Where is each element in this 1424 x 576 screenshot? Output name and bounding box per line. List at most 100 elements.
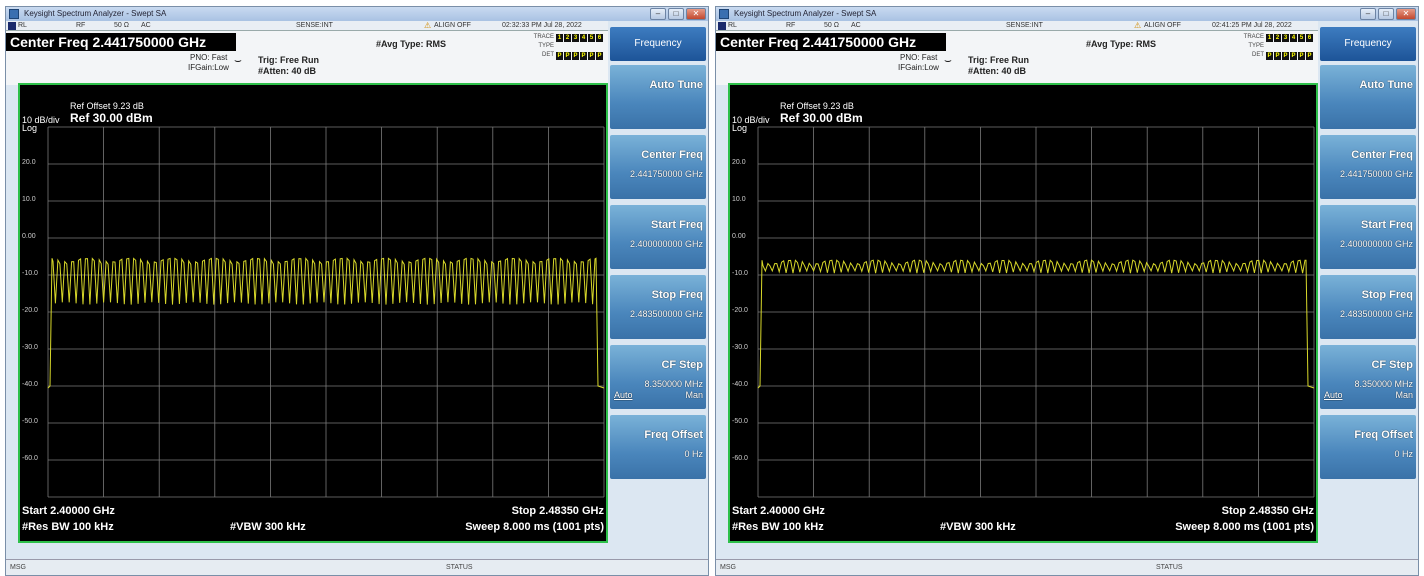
- timestamp: 02:41:25 PM Jul 28, 2022: [1212, 22, 1292, 29]
- impedance-label: 50 Ω: [114, 22, 129, 29]
- trace-label: TRACE: [1243, 34, 1264, 40]
- analyzer-window: Keysight Spectrum Analyzer - Swept SA – □ ✕…: [5, 6, 709, 576]
- pno-label: PNO: Fast: [900, 53, 938, 62]
- ref-offset-label: Ref Offset 9.23 dB: [70, 101, 144, 111]
- softkey-auto-tune[interactable]: Auto Tune: [610, 65, 706, 129]
- det-cell: P: [556, 52, 563, 60]
- stop-freq-label: Stop 2.48350 GHz: [511, 505, 604, 517]
- y-tick-label: -40.0: [732, 381, 748, 388]
- softkey-value: 2.441750000 GHz: [629, 169, 703, 179]
- msg-label: MSG: [720, 564, 736, 571]
- ref-level-label: Ref 30.00 dBm: [780, 111, 863, 125]
- trace-cell: 2: [564, 34, 571, 42]
- rf-label: RF: [786, 22, 796, 29]
- ac-label: AC: [851, 22, 861, 29]
- softkey-label: Stop Freq: [1361, 289, 1413, 301]
- trace-graph: [47, 126, 605, 498]
- softkey-label: Freq Offset: [644, 429, 703, 441]
- scale-label: 10 dB/div: [22, 115, 60, 125]
- y-tick-label: -60.0: [22, 455, 38, 462]
- message-status-bar: MSG STATUS: [716, 559, 1418, 575]
- y-tick-label: -10.0: [732, 270, 748, 277]
- align-label: ALIGN OFF: [1144, 22, 1181, 29]
- trace-cell: 1: [1266, 34, 1273, 42]
- y-tick-label: -30.0: [732, 344, 748, 351]
- det-cell: P: [1298, 52, 1305, 60]
- softkey-label: Center Freq: [641, 149, 703, 161]
- type-label: TYPE: [538, 43, 554, 49]
- softkey-value: 2.400000000 GHz: [629, 239, 703, 249]
- start-freq-label: Start 2.40000 GHz: [22, 505, 115, 517]
- softkey-freq-offset[interactable]: Freq Offset 0 Hz: [610, 415, 706, 479]
- rbw-label: #Res BW 100 kHz: [22, 521, 114, 533]
- close-button[interactable]: ✕: [686, 8, 706, 20]
- softkey-start-freq[interactable]: Start Freq 2.400000000 GHz: [610, 205, 706, 269]
- y-tick-label: -10.0: [22, 270, 38, 277]
- y-tick-label: 10.0: [732, 196, 746, 203]
- man-option[interactable]: Man: [1395, 390, 1413, 400]
- softkey-value: 2.483500000 GHz: [629, 309, 703, 319]
- app-icon: [719, 9, 729, 19]
- warning-icon: ⚠: [1134, 21, 1142, 30]
- maximize-button[interactable]: □: [668, 8, 684, 20]
- close-button[interactable]: ✕: [1396, 8, 1416, 20]
- trace-cell: 3: [1282, 34, 1289, 42]
- y-tick-label: 0.00: [732, 233, 746, 240]
- det-label: DET: [542, 52, 554, 58]
- trace-cell: 5: [1298, 34, 1305, 42]
- softkey-value: 2.483500000 GHz: [1339, 309, 1413, 319]
- rbw-label: #Res BW 100 kHz: [732, 521, 824, 533]
- stop-freq-label: Stop 2.48350 GHz: [1221, 505, 1314, 517]
- center-freq-title: Center Freq 2.441750000 GHz: [6, 33, 236, 51]
- spectrum-plot: Ref Offset 9.23 dB 10 dB/div Ref 30.00 dBm…: [18, 83, 608, 543]
- warning-icon: ⚠: [424, 21, 432, 30]
- pno-label: PNO: Fast: [190, 53, 228, 62]
- softkey-auto-tune[interactable]: Auto Tune: [1320, 65, 1416, 129]
- status-label: STATUS: [446, 564, 473, 571]
- det-cell: P: [1306, 52, 1313, 60]
- minimize-button[interactable]: –: [1360, 8, 1376, 20]
- spectrum-trace: [757, 259, 1315, 389]
- man-option[interactable]: Man: [685, 390, 703, 400]
- softkey-center-freq[interactable]: Center Freq 2.441750000 GHz: [610, 135, 706, 199]
- ifgain-label: IFGain:Low: [898, 63, 939, 72]
- trace-indicator: TRACE TYPE DET 1 2 3 4 5 6 P P P P P P: [1236, 34, 1314, 62]
- softkey-panel: Frequency Auto Tune Center Freq 2.441750000…: [1318, 21, 1418, 561]
- softkey-cf-step[interactable]: CF Step 8.350000 MHz Auto Man: [610, 345, 706, 409]
- sense-label: SENSE:INT: [1006, 22, 1043, 29]
- softkey-center-freq[interactable]: Center Freq 2.441750000 GHz: [1320, 135, 1416, 199]
- det-cell: P: [1266, 52, 1273, 60]
- ref-level-label: Ref 30.00 dBm: [70, 111, 153, 125]
- auto-option[interactable]: Auto: [614, 390, 633, 400]
- log-label: Log: [732, 123, 748, 133]
- status-row: RL RF 50 Ω AC SENSE:INT ⚠ ALIGN OFF 02:41:25 PM…: [716, 21, 1318, 31]
- trigger-label: Trig: Free Run: [968, 55, 1030, 65]
- softkey-stop-freq[interactable]: Stop Freq 2.483500000 GHz: [610, 275, 706, 339]
- det-cell: P: [572, 52, 579, 60]
- atten-label: #Atten: 40 dB: [258, 66, 317, 76]
- trace-cell: 5: [588, 34, 595, 42]
- softkey-start-freq[interactable]: Start Freq 2.400000000 GHz: [1320, 205, 1416, 269]
- maximize-button[interactable]: □: [1378, 8, 1394, 20]
- log-label: Log: [22, 123, 38, 133]
- ac-label: AC: [141, 22, 151, 29]
- softkey-freq-offset[interactable]: Freq Offset 0 Hz: [1320, 415, 1416, 479]
- minimize-button[interactable]: –: [650, 8, 666, 20]
- softkey-stop-freq[interactable]: Stop Freq 2.483500000 GHz: [1320, 275, 1416, 339]
- vbw-label: #VBW 300 kHz: [940, 521, 1016, 533]
- trace-label: TRACE: [533, 34, 554, 40]
- status-row: RL RF 50 Ω AC SENSE:INT ⚠ ALIGN OFF 02:32:33 PM…: [6, 21, 608, 31]
- trace-graph: [757, 126, 1315, 498]
- trace-cell: 3: [572, 34, 579, 42]
- spectrum-trace: [47, 257, 605, 389]
- trace-cell: 1: [556, 34, 563, 42]
- softkey-cf-step[interactable]: CF Step 8.350000 MHz Auto Man: [1320, 345, 1416, 409]
- trace-cell: 2: [1274, 34, 1281, 42]
- det-cell: P: [588, 52, 595, 60]
- det-cell: P: [564, 52, 571, 60]
- y-tick-label: -50.0: [22, 418, 38, 425]
- auto-option[interactable]: Auto: [1324, 390, 1343, 400]
